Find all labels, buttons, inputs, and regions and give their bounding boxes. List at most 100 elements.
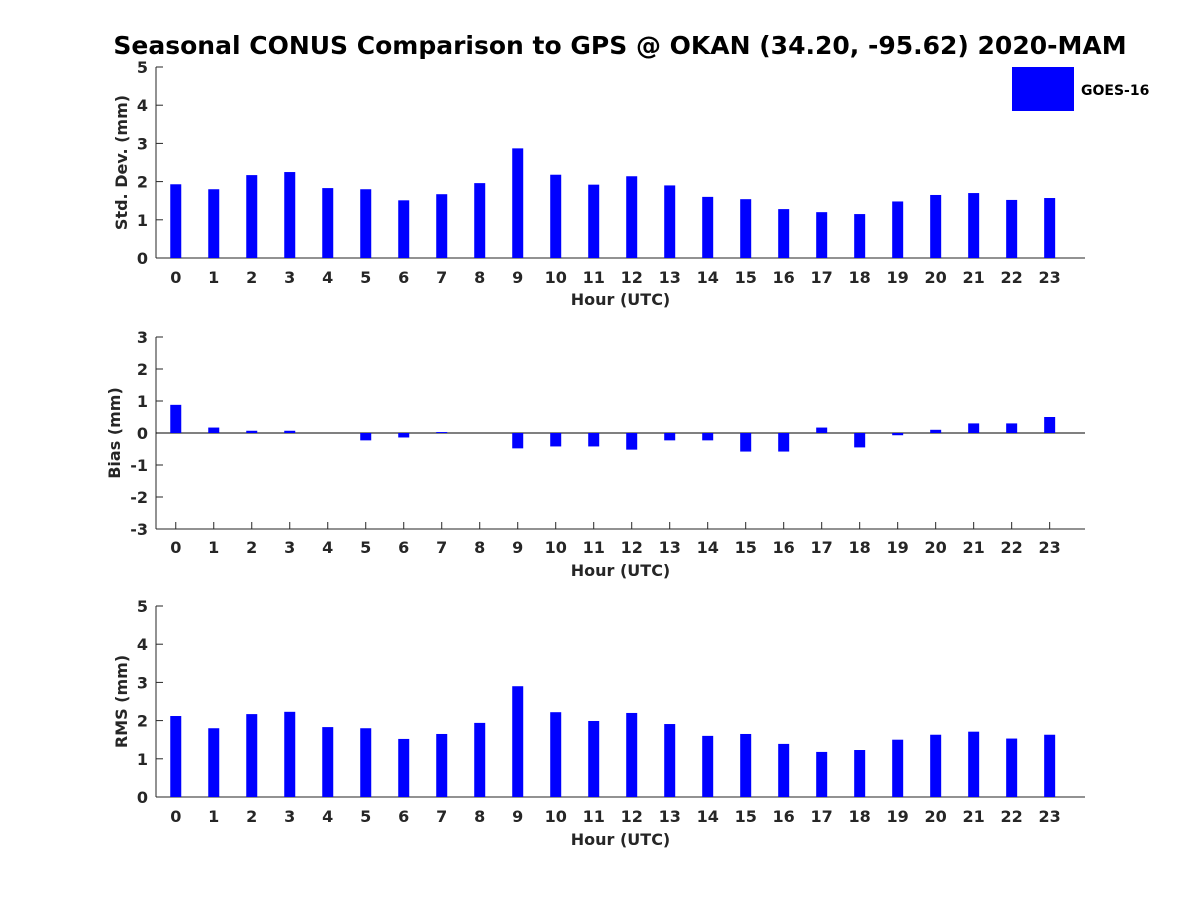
stddev-x-tick-label: 3 <box>284 268 295 287</box>
bias-bar <box>740 433 752 452</box>
bias-x-tick-label: 22 <box>1001 538 1023 557</box>
stddev-x-tick-label: 16 <box>773 268 795 287</box>
rms-y-tick-label: 1 <box>137 750 148 769</box>
bias-x-tick-label: 12 <box>621 538 643 557</box>
rms-bar <box>1006 738 1018 797</box>
bias-x-tick-label: 4 <box>322 538 333 557</box>
bias-x-tick-label: 7 <box>436 538 447 557</box>
stddev-x-tick-label: 14 <box>697 268 719 287</box>
bias-x-tick-label: 9 <box>512 538 523 557</box>
stddev-x-axis-label: Hour (UTC) <box>571 290 671 309</box>
stddev-bar <box>930 194 942 258</box>
bias-x-tick-label: 20 <box>925 538 947 557</box>
bias-bar <box>1044 417 1056 433</box>
rms-bar <box>436 733 448 797</box>
bias-bar <box>550 433 562 447</box>
rms-x-tick-label: 14 <box>697 807 719 826</box>
rms-bar <box>626 712 638 797</box>
bias-x-axis-label: Hour (UTC) <box>571 561 671 580</box>
stddev-x-tick-label: 7 <box>436 268 447 287</box>
rms-y-axis-label: RMS (mm) <box>112 655 131 748</box>
bias-bar <box>816 427 828 433</box>
stddev-x-tick-label: 13 <box>659 268 681 287</box>
stddev-y-axis-label: Std. Dev. (mm) <box>112 95 131 230</box>
stddev-bar <box>854 214 866 258</box>
rms-x-tick-label: 23 <box>1039 807 1061 826</box>
rms-x-tick-label: 16 <box>773 807 795 826</box>
rms-bar <box>778 743 790 797</box>
rms-x-tick-label: 10 <box>545 807 567 826</box>
rms-bar <box>284 711 296 797</box>
rms-bar <box>246 714 258 797</box>
stddev-bar <box>246 175 258 258</box>
rms-x-tick-label: 4 <box>322 807 333 826</box>
rms-bar <box>854 750 866 797</box>
bias-y-tick-label: -2 <box>130 488 148 507</box>
bias-bar <box>208 427 220 433</box>
bias-bar <box>854 433 866 448</box>
stddev-x-tick-label: 4 <box>322 268 333 287</box>
rms-x-tick-label: 15 <box>735 807 757 826</box>
rms-y-tick-label: 0 <box>137 788 148 807</box>
bias-bar <box>170 404 182 433</box>
stddev-y-tick-label: 0 <box>137 249 148 268</box>
bias-y-tick-label: 0 <box>137 424 148 443</box>
rms-x-tick-label: 9 <box>512 807 523 826</box>
stddev-bar <box>360 189 372 258</box>
stddev-x-tick-label: 8 <box>474 268 485 287</box>
bias-bar <box>284 430 296 433</box>
stddev-x-tick-label: 11 <box>583 268 605 287</box>
stddev-bar <box>398 200 410 258</box>
bias-bar <box>398 433 410 438</box>
rms-bar <box>892 739 904 797</box>
bias-x-tick-label: 1 <box>208 538 219 557</box>
rms-y-tick-label: 3 <box>137 673 148 692</box>
stddev-x-tick-label: 5 <box>360 268 371 287</box>
bias-x-tick-label: 21 <box>963 538 985 557</box>
rms-x-tick-label: 1 <box>208 807 219 826</box>
stddev-y-tick-label: 5 <box>137 58 148 77</box>
stddev-bar <box>208 189 220 258</box>
bias-x-tick-label: 14 <box>697 538 719 557</box>
stddev-x-tick-label: 6 <box>398 268 409 287</box>
bias-bar <box>436 432 448 433</box>
bias-x-tick-label: 15 <box>735 538 757 557</box>
bias-bar <box>930 429 942 433</box>
stddev-x-tick-label: 21 <box>963 268 985 287</box>
stddev-y-tick-label: 1 <box>137 211 148 230</box>
stddev-x-tick-label: 10 <box>545 268 567 287</box>
rms-x-tick-label: 2 <box>246 807 257 826</box>
rms-x-tick-label: 8 <box>474 807 485 826</box>
stddev-y-tick-label: 3 <box>137 134 148 153</box>
rms-y-tick-label: 2 <box>137 712 148 731</box>
bias-y-tick-label: -3 <box>130 520 148 539</box>
stddev-bar <box>816 212 828 258</box>
stddev-x-tick-label: 19 <box>887 268 909 287</box>
rms-bar <box>664 724 676 797</box>
bias-y-axis-label: Bias (mm) <box>105 387 124 479</box>
stddev-bar <box>778 209 790 258</box>
rms-y-tick-label: 4 <box>137 635 148 654</box>
bias-x-tick-label: 23 <box>1039 538 1061 557</box>
stddev-bar <box>1006 199 1018 258</box>
bias-bar <box>246 430 258 433</box>
bias-x-tick-label: 19 <box>887 538 909 557</box>
bias-bar <box>702 433 714 441</box>
rms-x-tick-label: 17 <box>811 807 833 826</box>
rms-bar <box>702 735 714 797</box>
rms-x-tick-label: 22 <box>1001 807 1023 826</box>
rms-x-tick-label: 20 <box>925 807 947 826</box>
rms-bar <box>1044 734 1056 797</box>
bias-y-tick-label: -1 <box>130 456 148 475</box>
bias-bar <box>778 433 790 452</box>
rms-bar <box>930 734 942 797</box>
rms-bar <box>740 733 752 797</box>
bias-x-tick-label: 3 <box>284 538 295 557</box>
rms-bar <box>588 720 600 797</box>
rms-x-tick-label: 3 <box>284 807 295 826</box>
stddev-x-tick-label: 17 <box>811 268 833 287</box>
stddev-x-tick-label: 22 <box>1001 268 1023 287</box>
bias-bar <box>664 433 676 441</box>
